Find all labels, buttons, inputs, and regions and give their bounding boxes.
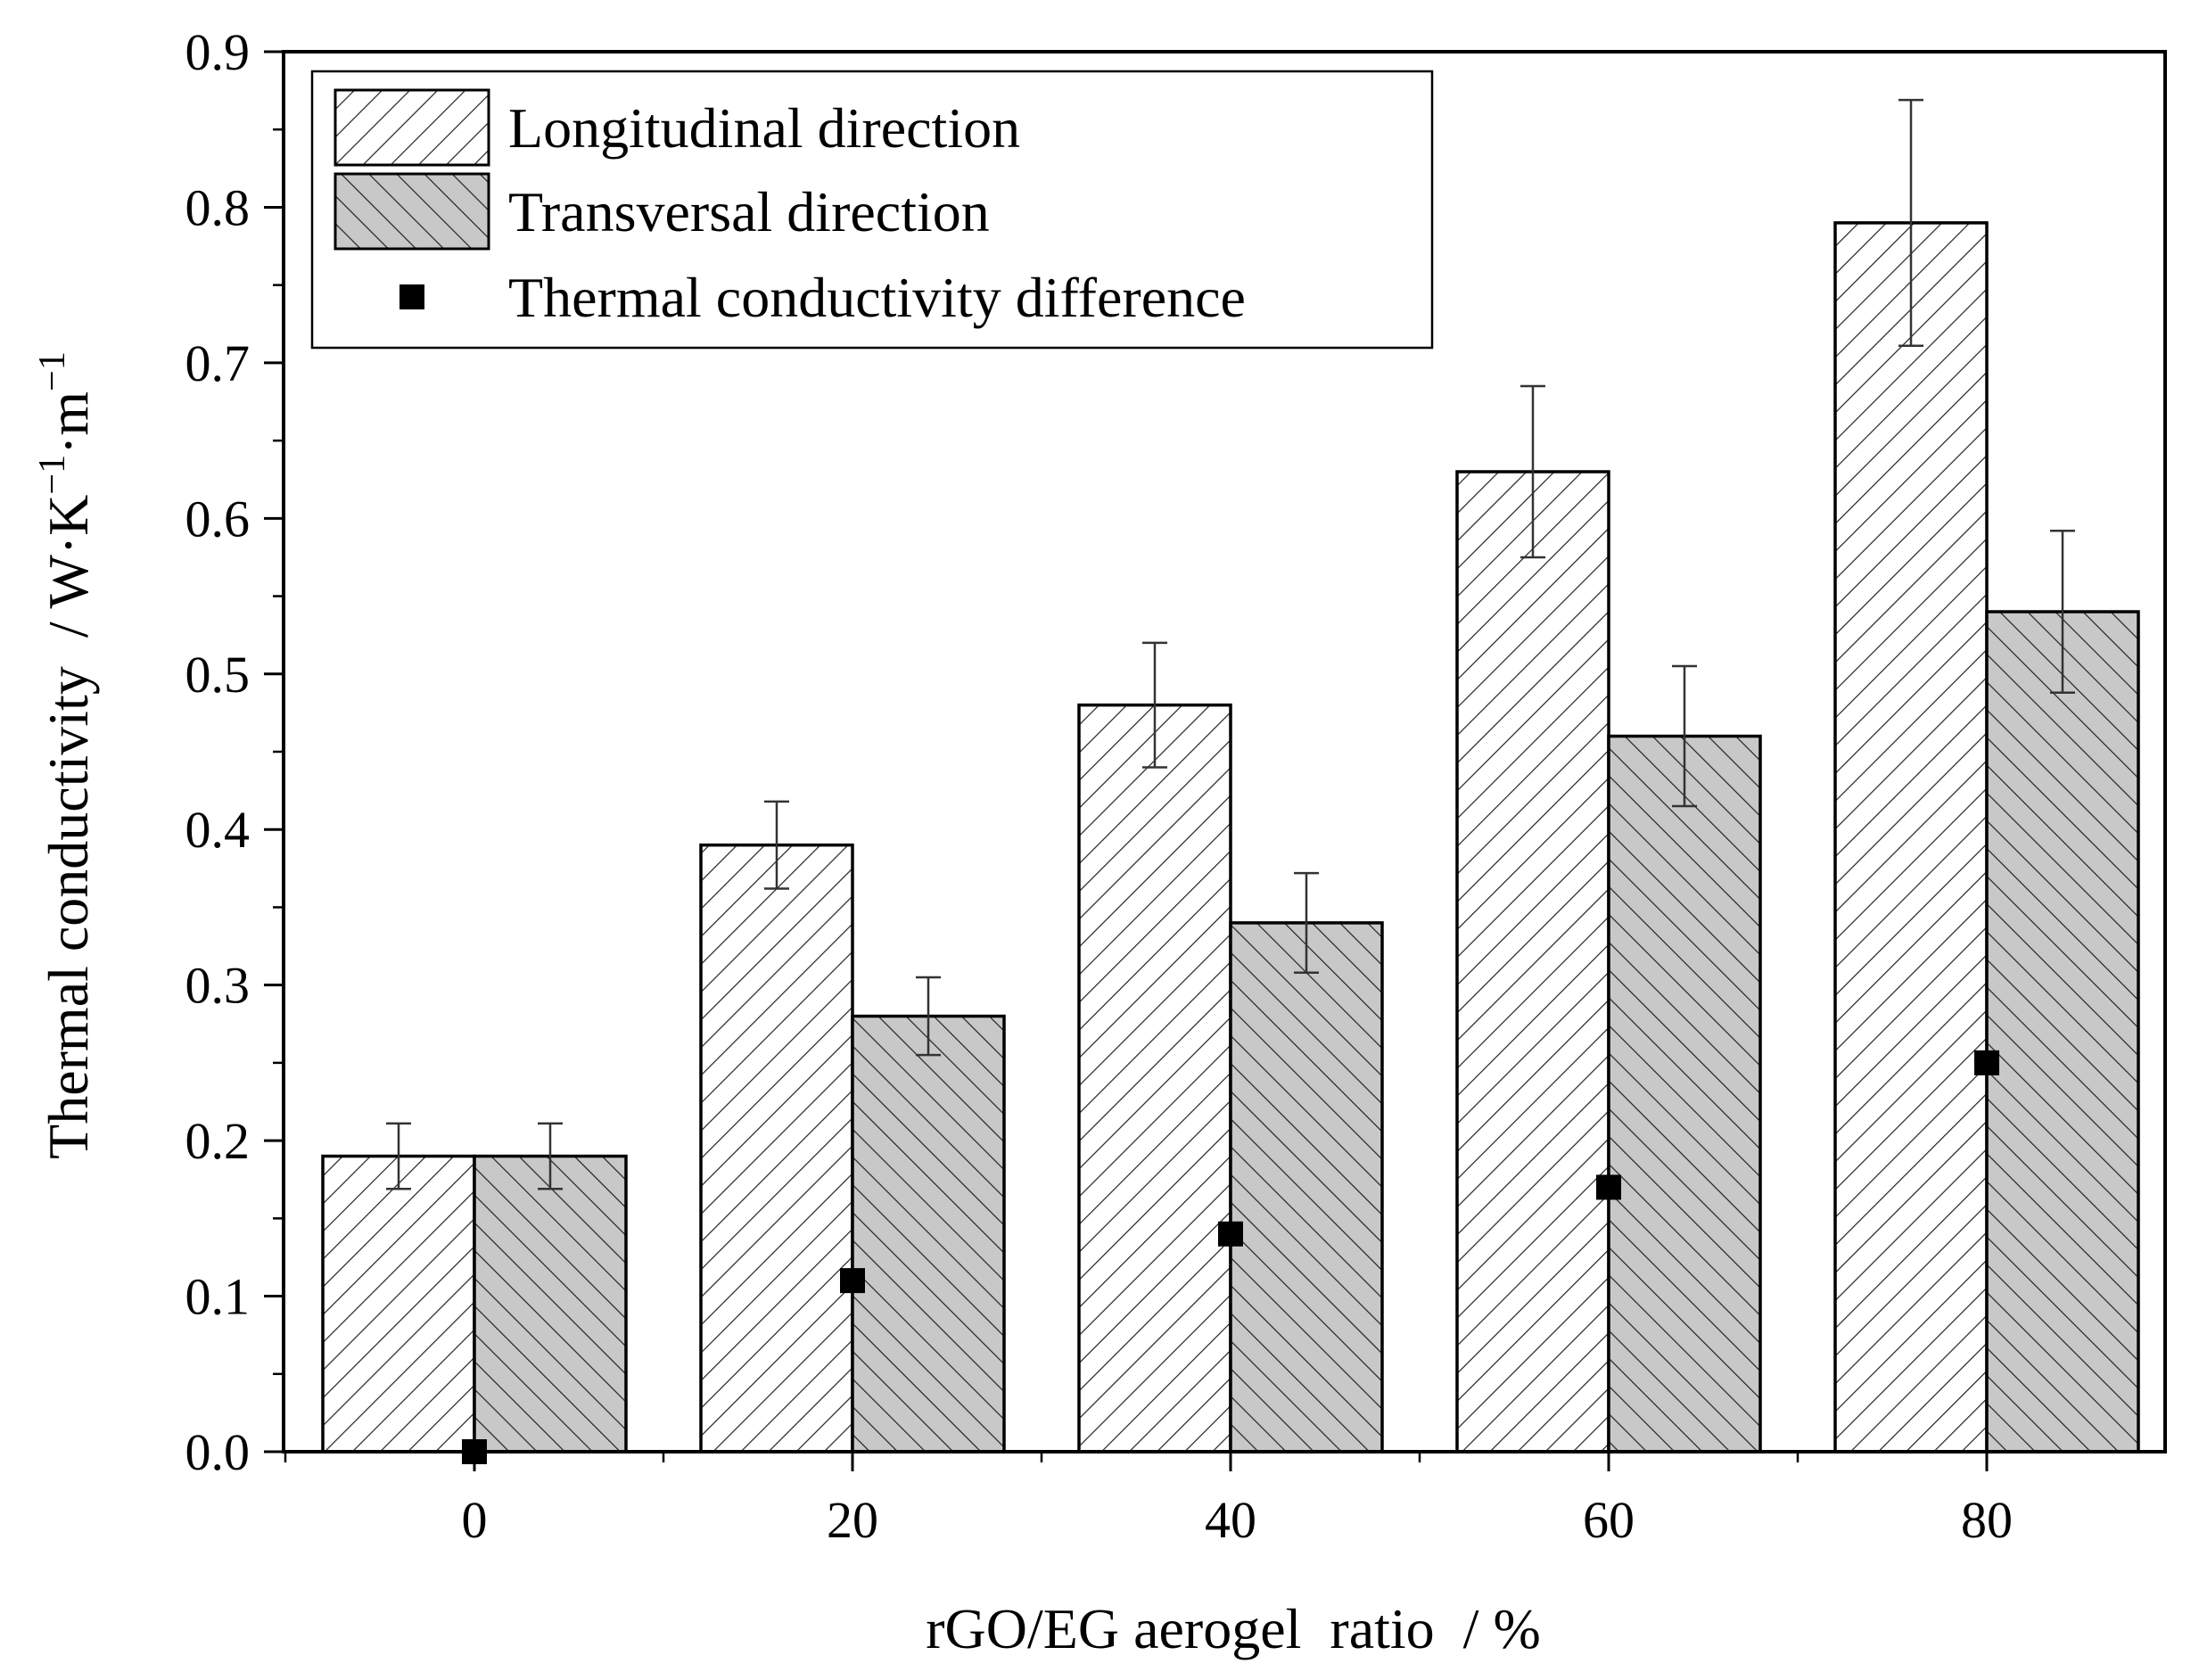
y-axis-title-exponent-1: −1 <box>32 455 73 495</box>
axis-layer: 0.0 0.1 0.2 0.3 0.4 0.5 0.6 0.7 0.8 0.9 0 20 40 60 80 <box>185 23 2014 1549</box>
legend-marker-difference <box>399 284 424 309</box>
x-axis-title: rGO/EG aerogel ratio / % <box>926 1597 1541 1660</box>
y-tick-label-0.2: 0.2 <box>185 1112 251 1170</box>
x-tick-label-80: 80 <box>1961 1491 2013 1549</box>
x-tick-label-0: 0 <box>462 1491 488 1549</box>
y-tick-label-0.8: 0.8 <box>185 178 251 236</box>
legend-label-transversal: Transversal direction <box>508 180 990 243</box>
errorbar-longitudinal-60 <box>1520 384 1545 559</box>
y-tick-label-0.1: 0.1 <box>185 1268 251 1326</box>
y-axis-title-unit-m: ·m <box>37 391 100 455</box>
x-tick-label-40: 40 <box>1205 1491 1256 1549</box>
errorbar-longitudinal-0 <box>386 1122 411 1190</box>
y-tick-label-0.4: 0.4 <box>185 801 251 859</box>
point-difference-80 <box>1974 1050 1999 1075</box>
legend-swatch-longitudinal <box>334 88 490 167</box>
bar-transversal-40 <box>1229 921 1384 1454</box>
errorbar-transversal-60 <box>1672 664 1697 808</box>
y-tick-label-0.0: 0.0 <box>185 1423 251 1481</box>
errorbar-longitudinal-80 <box>1898 98 1923 347</box>
bar-longitudinal-20 <box>699 843 854 1454</box>
y-tick-label-0.5: 0.5 <box>185 646 251 704</box>
x-tick-label-20: 20 <box>827 1491 878 1549</box>
legend-swatch-transversal <box>334 172 490 251</box>
bar-longitudinal-40 <box>1077 703 1232 1454</box>
errorbar-transversal-80 <box>2050 530 2075 694</box>
y-axis-title-exponent-2: −1 <box>32 351 73 391</box>
legend-label-difference: Thermal conductivity difference <box>508 266 1246 329</box>
y-axis-title: Thermal conductivity / W·K−1·m−1 <box>32 351 100 1159</box>
legend: Longitudinal direction Transversal direc… <box>310 70 1434 350</box>
y-tick-label-0.6: 0.6 <box>185 490 251 548</box>
bar-longitudinal-60 <box>1455 470 1610 1454</box>
y-axis-title-main: Thermal conductivity / W·K <box>37 495 100 1159</box>
bar-transversal-80 <box>1985 610 2140 1454</box>
errorbar-transversal-0 <box>538 1122 563 1190</box>
legend-label-longitudinal: Longitudinal direction <box>508 96 1020 160</box>
errorbar-transversal-40 <box>1294 871 1319 974</box>
point-difference-20 <box>840 1268 865 1294</box>
bar-transversal-0 <box>473 1154 628 1454</box>
error-bars-layer <box>386 98 2075 1190</box>
x-tick-label-60: 60 <box>1583 1491 1635 1549</box>
bar-transversal-20 <box>851 1014 1006 1454</box>
legend-box <box>310 70 1434 350</box>
bar-longitudinal-0 <box>321 1154 476 1454</box>
errorbar-transversal-20 <box>916 976 941 1057</box>
bar-longitudinal-80 <box>1833 221 1989 1454</box>
point-difference-60 <box>1596 1174 1621 1200</box>
y-tick-label-0.3: 0.3 <box>185 957 251 1015</box>
point-difference-40 <box>1218 1221 1243 1247</box>
errorbar-longitudinal-20 <box>764 800 789 890</box>
bars-layer <box>321 221 2140 1454</box>
y-tick-label-0.7: 0.7 <box>185 334 251 392</box>
bar-transversal-60 <box>1607 734 1762 1454</box>
y-tick-label-0.9: 0.9 <box>185 23 251 81</box>
errorbar-longitudinal-40 <box>1142 641 1167 769</box>
